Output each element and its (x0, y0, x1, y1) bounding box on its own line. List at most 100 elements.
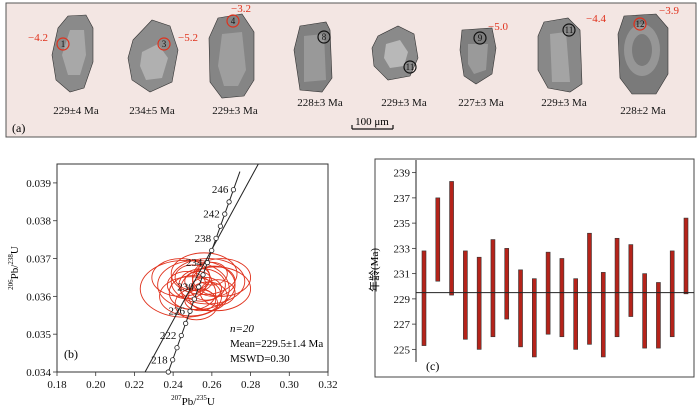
age-error-bar (683, 217, 689, 295)
age-error-bar (490, 239, 496, 338)
ehf-value: −4.2 (28, 32, 48, 44)
zircon-grain-6 (459, 27, 497, 85)
y-tick-label: 231 (394, 269, 411, 281)
x-tick-label: 0.30 (280, 379, 300, 391)
y-tick-label: 0.039 (26, 178, 51, 190)
age-error-bar (559, 258, 565, 338)
age-error-bar (669, 250, 675, 338)
grain-age: 228±2 Ma (620, 105, 666, 117)
age-error-bar (532, 278, 537, 358)
concordia-age-label: 238 (195, 233, 212, 245)
age-error-bar (545, 251, 551, 335)
ehf-value: −3.2 (231, 3, 251, 15)
concordia-curve (167, 171, 241, 373)
x-tick-label: 0.20 (86, 379, 106, 391)
grain-age: 229±3 Ma (541, 97, 587, 109)
spot-ring (473, 31, 487, 45)
zircon-grain-3 (208, 13, 255, 99)
concordia-age-marker (191, 296, 197, 302)
spot-number: 8 (322, 32, 327, 42)
age-error-bar (656, 282, 661, 349)
mswd-value: MSWD=0.30 (230, 353, 290, 365)
spot-number: 11 (406, 62, 415, 72)
ehf-value: −5.0 (488, 21, 508, 33)
age-error-bar (642, 273, 647, 349)
spot-ring (562, 23, 576, 37)
concordia-age-marker (178, 332, 184, 339)
zircon-grain-1 (51, 14, 94, 93)
spot-ring (403, 60, 417, 74)
panel-c-label: (c) (426, 359, 439, 373)
y-tick-label: 0.037 (26, 254, 51, 266)
concordia-age-label: 230 (177, 281, 194, 293)
concordia-age-label: 226 (169, 306, 186, 318)
regression-line (144, 163, 259, 373)
concordia-age-marker (174, 345, 180, 351)
y-axis-label: 年龄(Ma) (367, 248, 381, 292)
y-tick-label: 237 (394, 193, 411, 205)
age-error-bar (435, 197, 441, 282)
y-tick-label: 233 (394, 243, 411, 255)
grain-age: 229±3 Ma (212, 105, 258, 117)
spot-number: 4 (231, 16, 236, 26)
concordia-age-marker (230, 187, 237, 193)
concordia-age-marker (165, 369, 171, 375)
y-tick-label: 0.035 (26, 329, 51, 341)
age-error-bar (628, 244, 634, 317)
panel-a: 1 3 4 8 11 9 11 12 −4.2 −5.2 −3.2 −5.0 −… (5, 2, 697, 138)
x-tick-label: 0.24 (164, 379, 184, 391)
concordia-age-label: 246 (212, 184, 229, 196)
error-ellipse (192, 265, 236, 297)
ehf-value: −4.4 (586, 13, 606, 25)
grain-age: 228±3 Ma (297, 97, 343, 109)
age-bars (421, 181, 689, 358)
panel-a-label: (a) (12, 121, 25, 135)
error-ellipse (192, 258, 252, 297)
zircon-grain-2 (127, 19, 179, 93)
zircon-grain-8 (617, 13, 669, 95)
error-ellipse (184, 270, 213, 292)
spot-ring (56, 37, 70, 51)
y-tick-label: 0.038 (26, 216, 51, 228)
zircon-grain-7 (537, 17, 583, 93)
concordia-age-marker (200, 272, 206, 278)
error-ellipse (195, 261, 228, 286)
y-tick-label: 229 (394, 294, 411, 306)
x-tick-label: 0.22 (125, 379, 144, 391)
concordia-age-marker (170, 357, 176, 363)
concordia-age-marker (209, 247, 215, 254)
ehf-value: −3.9 (659, 5, 679, 17)
y-tick-label: 225 (394, 344, 411, 356)
panel-b-label: (b) (64, 347, 78, 361)
x-tick-label: 0.28 (241, 379, 261, 391)
age-error-bar (587, 232, 592, 345)
x-axis-label: 207Pb/235U (171, 394, 215, 408)
spot-ring (226, 14, 240, 28)
concordia-age-marker (226, 199, 232, 205)
age-error-bar (614, 237, 620, 338)
y-tick-label: 0.034 (26, 367, 51, 379)
x-tick-label: 0.18 (47, 379, 67, 391)
zircon-grain-5 (371, 25, 419, 81)
sample-count: n=20 (230, 323, 254, 335)
ehf-value: −5.2 (178, 32, 198, 44)
spot-ring (157, 37, 171, 51)
spot-ring (633, 17, 647, 31)
spot-number: 11 (565, 25, 574, 35)
y-axis: 0.034 0.035 0.036 0.037 0.038 0.039 (26, 178, 57, 379)
y-tick-label: 239 (394, 168, 411, 180)
grain-age: 229±4 Ma (53, 105, 99, 117)
spot-number: 12 (636, 19, 645, 29)
y-axis: 225 227 229 231 233 235 237 239 (394, 168, 416, 356)
spot-number: 3 (162, 39, 167, 49)
age-error-bar (504, 248, 510, 320)
grain-age: 227±3 Ma (458, 97, 504, 109)
age-error-bar (421, 250, 427, 346)
age-error-bar (573, 278, 578, 350)
y-tick-label: 0.036 (26, 291, 51, 303)
concordia-age-marker (213, 235, 219, 241)
age-error-bar (600, 272, 606, 358)
zircon-grain-4 (293, 21, 333, 93)
concordia-age-marker (183, 320, 189, 326)
